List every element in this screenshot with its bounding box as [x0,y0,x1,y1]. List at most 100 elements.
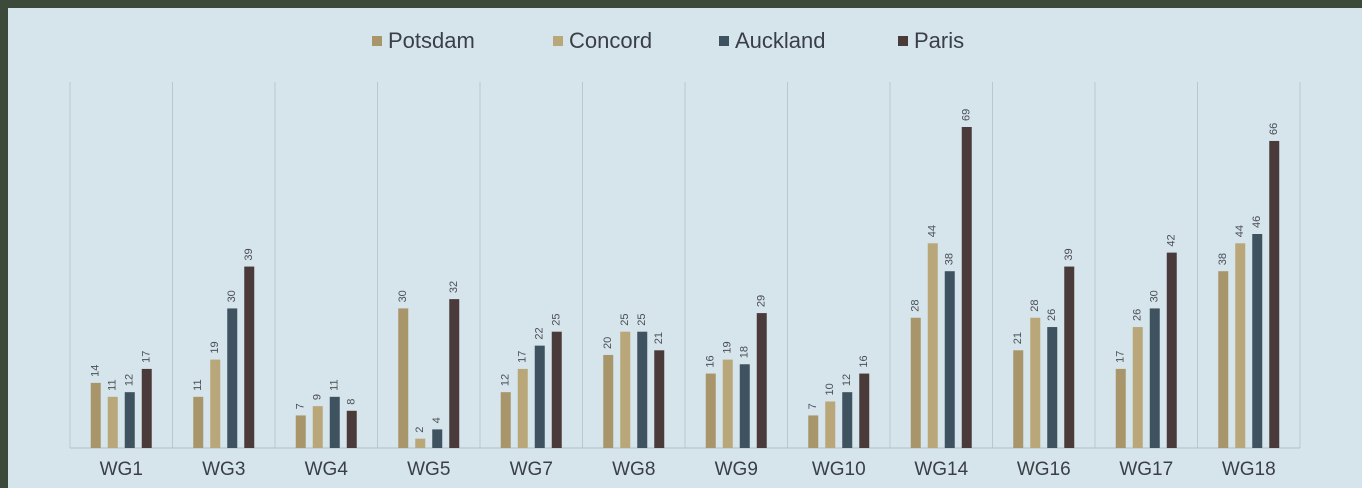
data-label: 30 [397,290,409,302]
bar [313,406,323,448]
x-tick-label: WG4 [305,459,349,480]
data-label: 11 [192,379,204,390]
bar [911,318,921,448]
data-label: 25 [619,313,631,325]
legend-swatch [719,36,729,46]
data-label: 7 [807,403,819,409]
data-label: 8 [346,399,358,405]
bar [108,397,118,448]
x-tick-label: WG3 [202,459,245,480]
bar [535,346,545,448]
bar [415,439,425,448]
bar [210,360,220,448]
bar [1030,318,1040,448]
bar [637,332,647,448]
photo-border [0,0,1362,8]
x-tick-label: WG5 [407,459,450,480]
data-label: 21 [1012,332,1024,344]
bar [296,415,306,448]
data-label: 22 [534,327,546,339]
x-tick-label: WG9 [715,459,758,480]
data-label: 12 [841,374,853,386]
legend-label: Paris [914,28,964,53]
bar [193,397,203,448]
x-tick-label: WG14 [914,459,968,480]
data-label: 26 [1132,309,1144,321]
data-label: 16 [858,355,870,367]
data-label: 26 [1046,309,1058,321]
data-label: 46 [1251,216,1263,228]
photo-border [0,0,8,488]
data-label: 2 [414,427,426,433]
bar [1252,234,1262,448]
data-label: 32 [448,281,460,293]
data-label: 28 [910,299,922,311]
x-tick-label: WG17 [1119,459,1173,480]
x-tick-label: WG18 [1222,459,1276,480]
bar [142,369,152,448]
data-label: 12 [500,374,512,386]
x-tick-label: WG7 [510,459,553,480]
bar [347,411,357,448]
bar [501,392,511,448]
bar [825,401,835,448]
bar [808,415,818,448]
bar [620,332,630,448]
data-label: 69 [961,109,973,121]
data-label: 44 [927,225,939,237]
bar [449,299,459,448]
bar [1133,327,1143,448]
data-label: 38 [1217,253,1229,265]
data-label: 44 [1234,225,1246,237]
data-label: 9 [312,394,324,400]
bar [518,369,528,448]
bar [962,127,972,448]
data-label: 28 [1029,299,1041,311]
bar [706,374,716,448]
x-tick-label: WG1 [100,459,143,480]
data-label: 14 [90,365,102,377]
bar [842,392,852,448]
bar [330,397,340,448]
x-tick-label: WG16 [1017,459,1071,480]
data-label: 11 [329,379,341,390]
bar [654,350,664,448]
bar [1047,327,1057,448]
bar [244,267,254,448]
data-label: 18 [739,346,751,358]
data-label: 20 [602,337,614,349]
bar [1064,267,1074,448]
data-label: 17 [517,351,529,363]
data-label: 12 [124,374,136,386]
data-label: 29 [756,295,768,307]
data-label: 39 [1063,248,1075,260]
data-label: 17 [141,351,153,363]
legend-label: Potsdam [388,28,475,53]
bar [1167,253,1177,448]
bar [603,355,613,448]
bar [91,383,101,448]
bar [859,374,869,448]
data-label: 21 [653,332,665,344]
bar [227,308,237,448]
bar [1116,369,1126,448]
bar [1269,141,1279,448]
bar [432,429,442,448]
data-label: 19 [722,341,734,353]
data-label: 39 [243,248,255,260]
legend-label: Auckland [735,28,826,53]
data-label: 30 [226,290,238,302]
data-label: 11 [107,379,119,390]
bar [928,243,938,448]
data-label: 25 [551,313,563,325]
legend-swatch [898,36,908,46]
bar [757,313,767,448]
chart: PotsdamConcordAucklandParisWG114111217WG… [0,0,1362,488]
data-label: 30 [1149,290,1161,302]
bar [1235,243,1245,448]
data-label: 4 [431,417,443,423]
x-tick-label: WG8 [612,459,655,480]
bar [740,364,750,448]
bar [552,332,562,448]
bar [398,308,408,448]
